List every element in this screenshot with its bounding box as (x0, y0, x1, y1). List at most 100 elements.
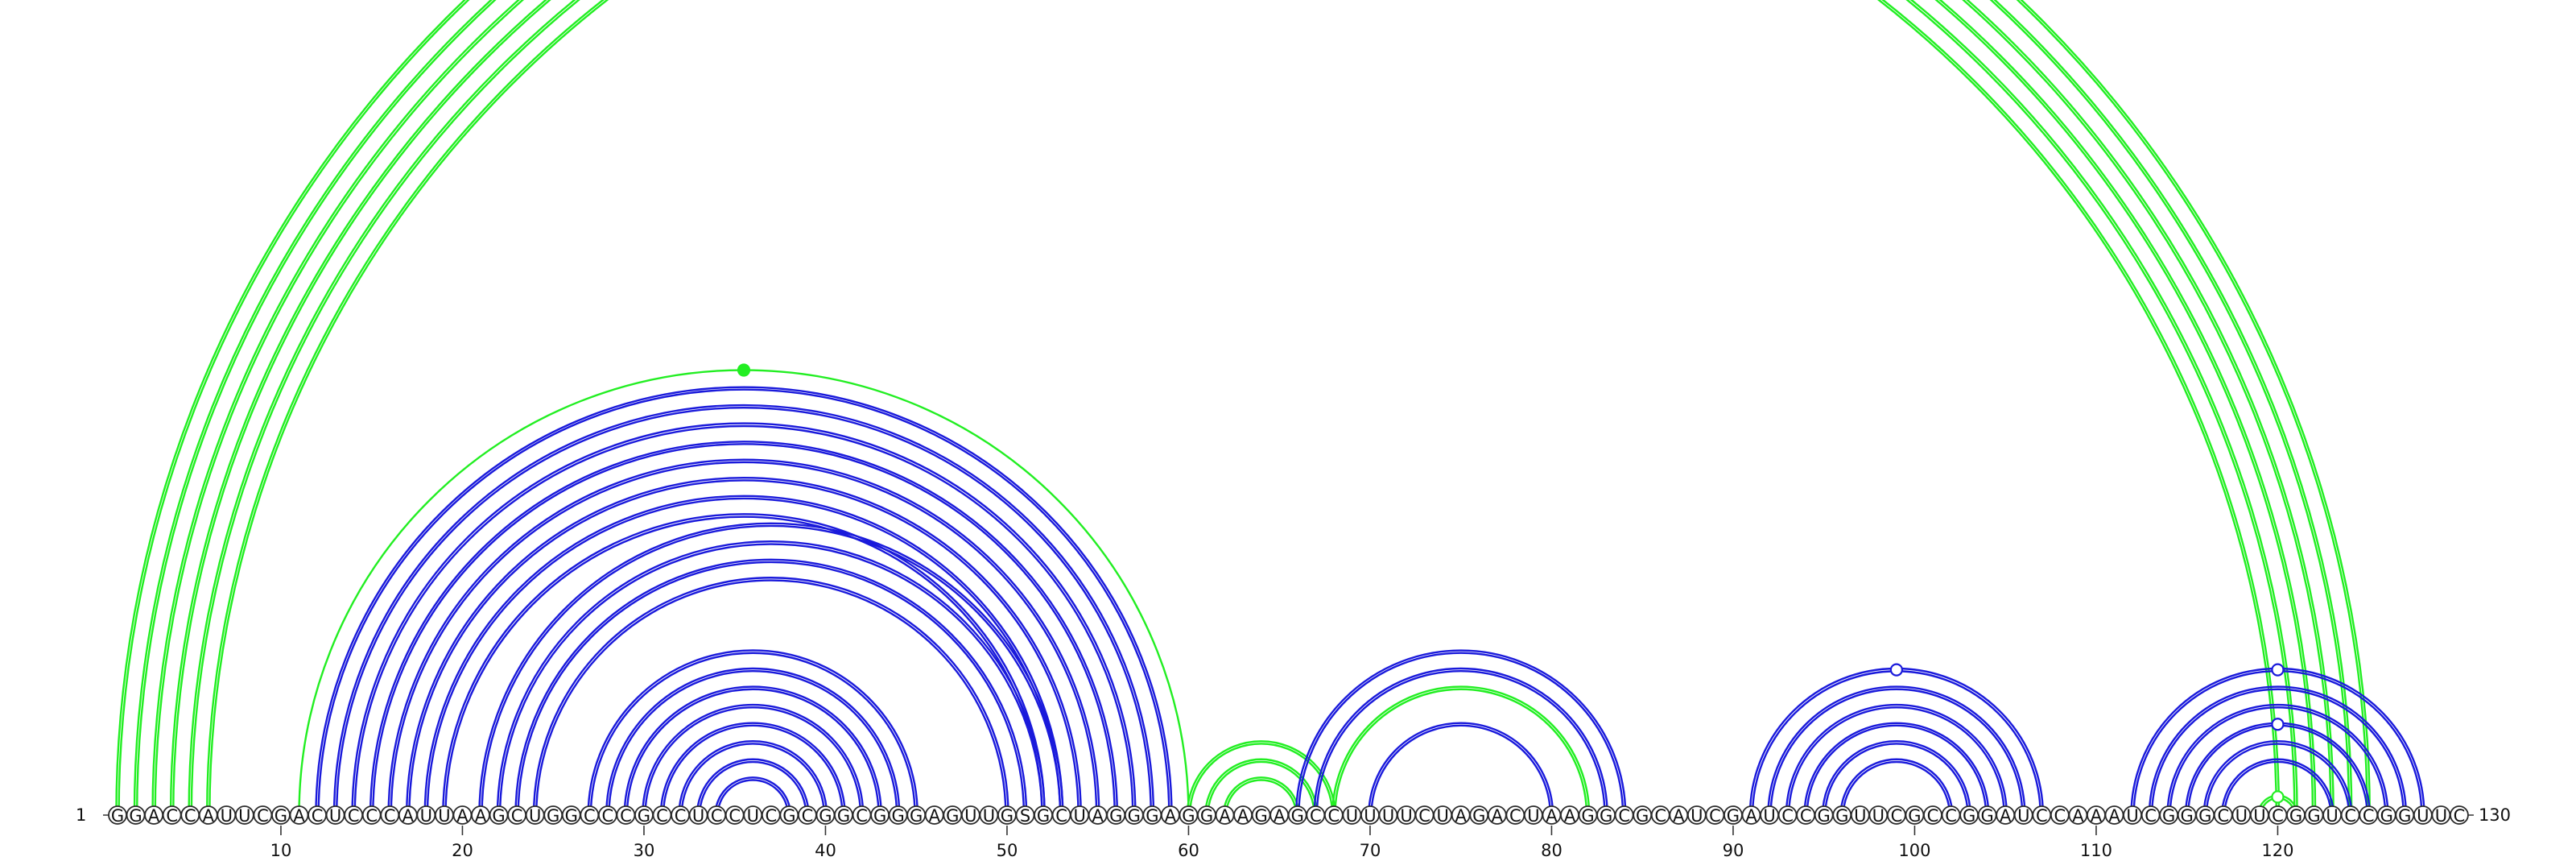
base-76-letter: G (1472, 806, 1485, 826)
base-99-letter: C (1891, 806, 1903, 826)
base-76: G (1469, 805, 1489, 826)
base-2-letter: G (129, 806, 142, 826)
base-56: G (1106, 805, 1126, 826)
base-106: U (2013, 805, 2033, 826)
base-30: G (634, 805, 654, 826)
base-32-letter: C (675, 806, 687, 826)
base-73: C (1414, 805, 1435, 826)
base-98: U (1868, 805, 1889, 826)
arc-66-84-line2 (1294, 649, 1627, 816)
base-130: C (2450, 805, 2469, 826)
base-25: G (543, 805, 564, 826)
base-32: C (671, 805, 690, 826)
base-9-letter: C (257, 806, 269, 826)
base-124: C (2340, 805, 2360, 826)
base-56-letter: G (1109, 806, 1122, 826)
arc-95-103-line1 (1824, 743, 1969, 816)
base-115-letter: G (2181, 806, 2194, 826)
base-81: A (1560, 805, 1579, 826)
base-128-letter: U (2417, 806, 2429, 826)
base-41-letter: G (837, 806, 850, 826)
base-66: G (1287, 805, 1307, 826)
base-24-letter: U (529, 806, 541, 826)
base-70-letter: U (1364, 806, 1376, 826)
base-22: G (489, 805, 509, 826)
arc-22-52-line1 (498, 543, 1043, 816)
base-29: C (616, 805, 636, 826)
base-25-letter: G (547, 806, 559, 826)
base-9: C (253, 805, 273, 826)
base-114: G (2159, 805, 2179, 826)
base-117-letter: C (2217, 806, 2229, 826)
base-43-letter: G (873, 806, 886, 826)
base-77: A (1487, 805, 1507, 826)
arc-93-105-line1 (1788, 706, 2005, 816)
base-17-letter: A (402, 806, 415, 826)
base-118: U (2231, 805, 2252, 826)
arc-96-102-line1 (1842, 760, 1951, 816)
base-1-letter: G (111, 806, 124, 826)
tick-30-label: 30 (634, 841, 655, 857)
base-123-letter: U (2326, 806, 2338, 826)
base-11: A (289, 805, 309, 826)
base-23-letter: C (511, 806, 523, 826)
base-120: C (2268, 805, 2288, 826)
base-19-letter: U (438, 806, 450, 826)
sequence-start-label: 1 (76, 805, 86, 825)
base-59-letter: A (1165, 806, 1177, 826)
base-63-letter: A (1237, 806, 1249, 826)
arc-4-122-line2 (169, 0, 2317, 816)
base-14: C (344, 805, 364, 826)
arc-24-50-line2 (532, 577, 1009, 816)
arc-67-83-line2 (1313, 667, 1608, 816)
base-92-letter: U (1763, 806, 1775, 826)
base-17: A (398, 805, 418, 826)
arc-14-57-line1 (353, 424, 1134, 816)
arc-17-54-line1 (408, 479, 1080, 816)
arc-28-44-line2 (605, 667, 901, 816)
base-103-letter: G (1963, 806, 1975, 826)
base-6-letter: A (203, 806, 215, 826)
arc-61-67-line2 (1204, 758, 1319, 816)
base-71-letter: U (1382, 806, 1394, 826)
base-115: G (2177, 805, 2197, 826)
base-110-letter: A (2091, 806, 2103, 826)
arc-92-106-line1 (1769, 688, 2024, 816)
base-68: C (1323, 805, 1344, 826)
arc-93-105-line2 (1785, 703, 2008, 816)
base-86: C (1650, 805, 1670, 826)
base-65: A (1269, 805, 1290, 826)
arc-96-102-line2 (1839, 758, 1954, 816)
arc-33-39-line2 (696, 758, 810, 816)
base-20-letter: A (456, 806, 469, 826)
arc-2-124-line2 (133, 0, 2353, 816)
base-20: A (452, 805, 473, 826)
arc-30-42-line2 (642, 703, 865, 816)
arc-23-51-line2 (514, 558, 1028, 816)
base-116-letter: G (2198, 806, 2211, 826)
arc-117-123-line2 (2221, 758, 2334, 816)
base-19: U (435, 805, 454, 826)
base-102: C (1941, 805, 1961, 826)
arc-2-124-line1 (135, 0, 2351, 816)
arc-92-106-line2 (1767, 685, 2026, 816)
base-129-letter: U (2435, 806, 2447, 826)
arc-66-84-line1 (1298, 652, 1624, 816)
base-110: A (2087, 805, 2106, 826)
arc-6-120-line2 (205, 0, 2281, 816)
arc-27-45-line1 (589, 652, 916, 816)
base-8-letter: U (238, 806, 250, 826)
arc-114-126-line1 (2169, 706, 2387, 816)
arc-3-123-line2 (151, 0, 2334, 816)
base-37-letter: C (765, 806, 777, 826)
base-45-letter: G (910, 806, 923, 826)
base-8: U (234, 805, 254, 826)
base-63: A (1233, 805, 1253, 826)
base-127: G (2395, 805, 2415, 826)
tick-90-label: 90 (1723, 841, 1744, 857)
base-93-letter: C (1781, 806, 1794, 826)
base-109: A (2068, 805, 2088, 826)
arc-113-127-line2 (2148, 685, 2408, 816)
arc-32-40-line1 (680, 743, 826, 816)
base-35-letter: C (729, 806, 741, 826)
